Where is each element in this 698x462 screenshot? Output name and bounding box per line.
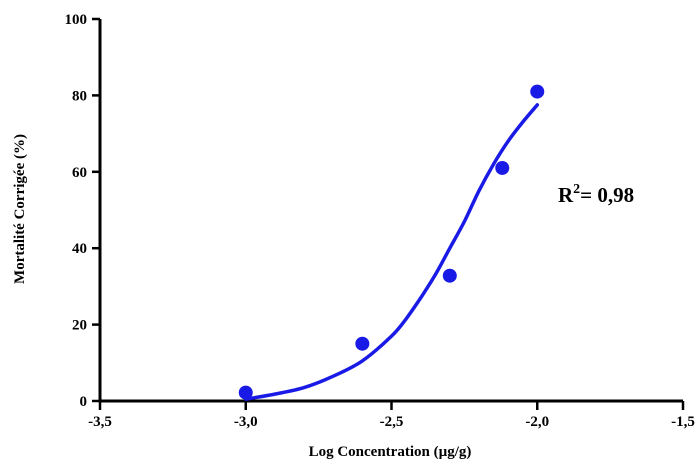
axes — [98, 19, 683, 403]
y-tick-label: 100 — [65, 12, 88, 28]
y-axis-title: Mortalité Corrigée (%) — [12, 134, 28, 284]
x-tick-label: -1,5 — [671, 414, 695, 430]
y-tick-label: 60 — [72, 165, 87, 181]
x-tick-label: -2,0 — [525, 414, 549, 430]
r-squared-annotation: R2= 0,98 — [558, 182, 634, 207]
x-axis-title: Log Concentration (µg/g) — [309, 444, 472, 460]
y-axis-ticks: 0 20 40 60 80 100 — [65, 12, 100, 410]
r-squared-superscript: 2 — [573, 182, 580, 197]
fit-curve — [244, 103, 540, 401]
data-points-layer — [238, 84, 545, 400]
x-tick-label: -2,5 — [380, 414, 404, 430]
y-tick-label: 0 — [80, 394, 88, 410]
x-axis-ticks: -3,5 -3,0 -2,5 -2,0 -1,5 — [88, 401, 695, 430]
data-point — [238, 385, 253, 400]
data-point — [355, 336, 370, 351]
fit-curve-layer — [244, 103, 540, 401]
x-tick-label: -3,0 — [234, 414, 258, 430]
r-squared-value: = 0,98 — [580, 183, 634, 207]
x-tick-label: -3,5 — [88, 414, 112, 430]
data-point — [495, 160, 510, 175]
r-squared-base: R — [558, 183, 574, 207]
y-tick-label: 40 — [72, 241, 87, 257]
data-point — [530, 84, 545, 99]
y-tick-label: 80 — [72, 88, 87, 104]
data-point — [442, 268, 457, 283]
y-tick-label: 20 — [72, 318, 87, 334]
